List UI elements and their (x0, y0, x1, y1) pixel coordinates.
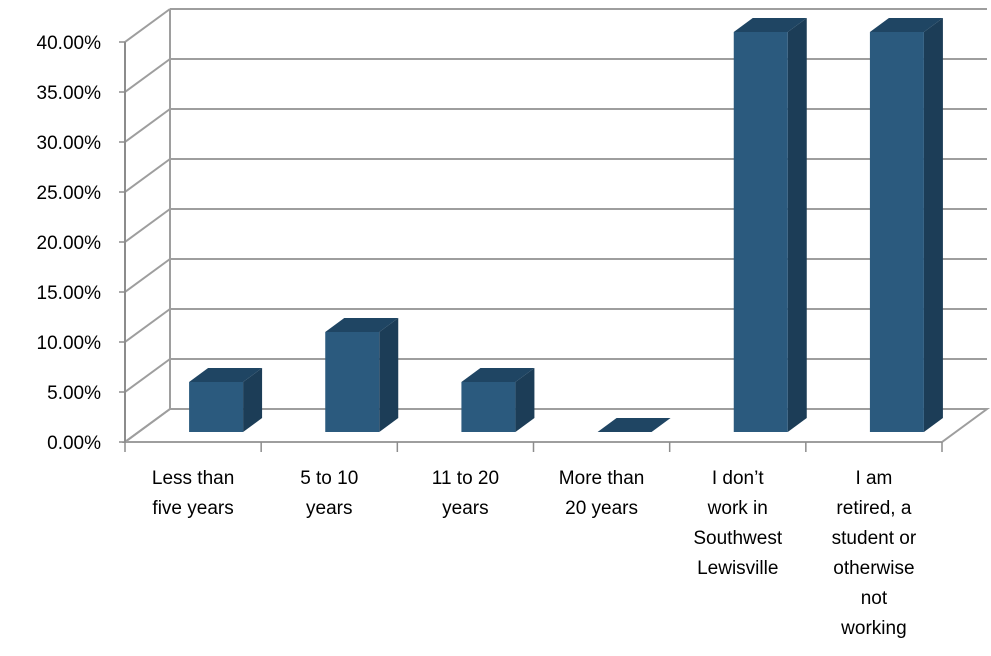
left-wall-gridline (124, 58, 171, 93)
x-category-label: I don’t work in Southwest Lewisville (693, 468, 782, 579)
label-layer: 0.00% 5.00% 10.00% 15.00% 20.00% 25.00% 30.00%… (37, 33, 917, 639)
bar-front (733, 32, 788, 432)
y-tick-label: 15.00% (37, 283, 102, 304)
bar-side (787, 18, 807, 432)
bar (733, 18, 807, 432)
bar-side (379, 318, 399, 432)
left-wall-gridline (124, 158, 171, 193)
x-category-label-line: 20 years (565, 498, 638, 519)
bar (869, 18, 943, 432)
bar-layer (189, 18, 943, 432)
x-category-label-line: I am (855, 468, 892, 489)
y-tick-label: 40.00% (37, 33, 102, 54)
bar-top (597, 418, 671, 432)
grid-layer (121, 8, 991, 443)
x-category-label-line: 11 to 20 (432, 468, 499, 489)
y-tick-label: 0.00% (47, 433, 101, 454)
x-category-label: 5 to 10 years (300, 468, 358, 519)
x-category-label-line: retired, a (836, 498, 911, 519)
x-category-label-line: 5 to 10 (300, 468, 358, 489)
x-category-label-line: not (861, 588, 888, 609)
bar-front (461, 382, 516, 432)
y-tick-label: 10.00% (37, 333, 102, 354)
x-category-label-line: Lewisville (697, 558, 778, 579)
bar-top (189, 368, 263, 382)
left-wall-gridline (124, 258, 171, 293)
y-tick-label: 30.00% (37, 133, 102, 154)
x-category-label-line: working (840, 618, 906, 639)
axis-layer (119, 41, 943, 452)
x-category-label-line: Southwest (693, 528, 782, 549)
bar-side (515, 368, 535, 432)
bar-top (461, 368, 535, 382)
x-category-label-line: work in (707, 498, 768, 519)
bar-front (189, 382, 244, 432)
left-wall-gridline (124, 108, 171, 143)
bar-side (923, 18, 943, 432)
x-category-label-line: Less than (152, 468, 234, 489)
x-category-label-line: More than (559, 468, 645, 489)
bar-top (325, 318, 399, 332)
x-category-label-line: otherwise (833, 558, 914, 579)
bar (597, 418, 671, 432)
left-wall-gridline (124, 208, 171, 243)
x-category-label-line: years (442, 498, 488, 519)
y-tick-label: 35.00% (37, 83, 102, 104)
left-wall-gridline (124, 358, 171, 393)
x-category-label: More than 20 years (559, 468, 645, 519)
left-wall-gridline (124, 8, 171, 43)
x-category-label-line: I don’t (712, 468, 764, 489)
x-category-label-line: years (306, 498, 352, 519)
y-tick-label: 25.00% (37, 183, 102, 204)
bar-top (733, 18, 807, 32)
x-category-label: I am retired, a student or otherwise not work… (832, 468, 917, 639)
x-category-label: 11 to 20 years (432, 468, 499, 519)
y-tick-label: 20.00% (37, 233, 102, 254)
bar (461, 368, 535, 432)
x-category-label-line: five years (152, 498, 233, 519)
x-category-label: Less than five years (152, 468, 234, 519)
bar (189, 368, 263, 432)
bar-side (243, 368, 263, 432)
bar-top (869, 18, 943, 32)
left-wall-gridline (124, 308, 171, 343)
y-tick-label: 5.00% (47, 383, 101, 404)
x-category-label-line: student or (832, 528, 917, 549)
bar-front (869, 32, 924, 432)
bar-front (325, 332, 380, 432)
bar (325, 318, 399, 432)
